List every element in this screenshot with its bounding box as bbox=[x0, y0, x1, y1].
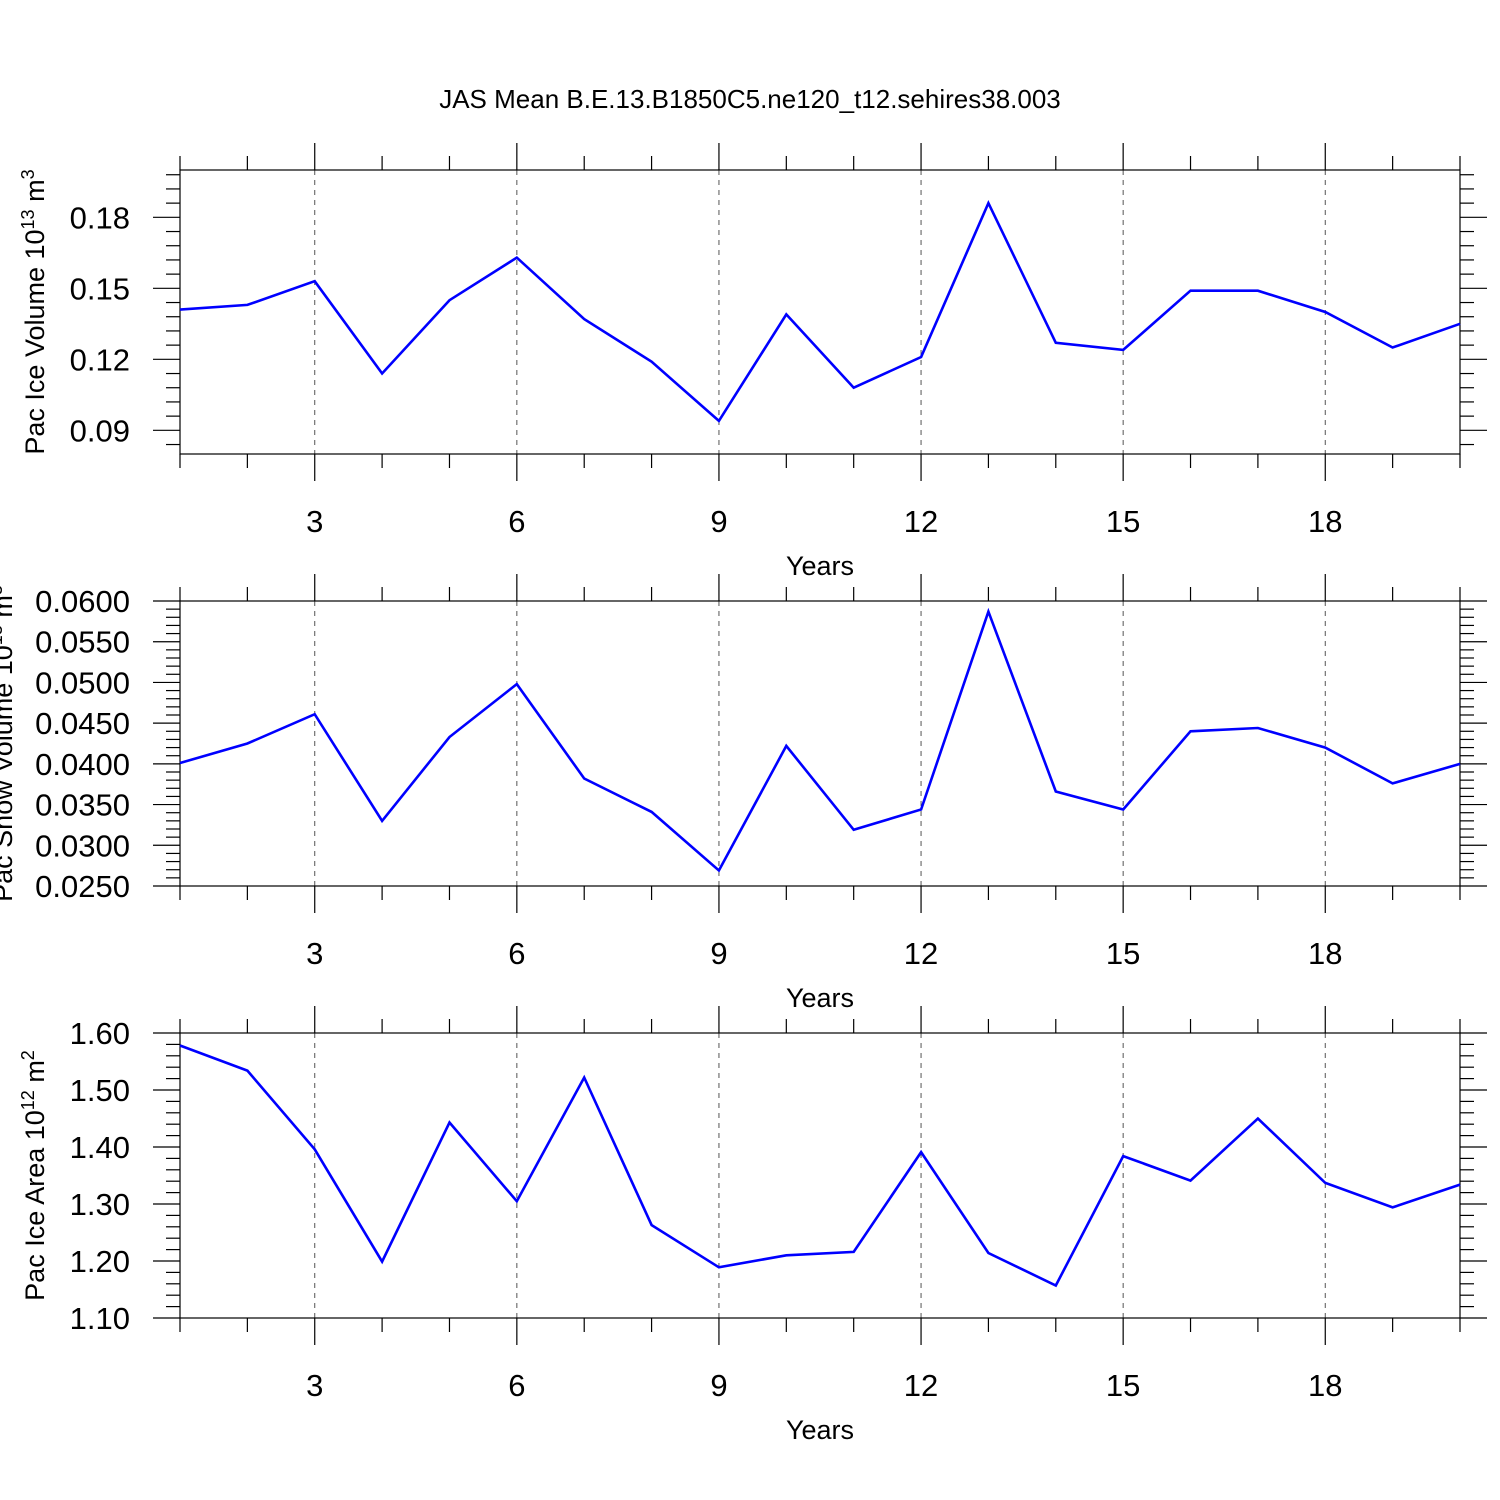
panels: 3 6 9 12 15 18 0.09 0.12 0.15 0.18 Years Pac Ice Vo… bbox=[0, 143, 1487, 1445]
x-axis-title: Years bbox=[786, 551, 854, 581]
plot-frame bbox=[179, 600, 1461, 887]
y-tick-label: 1.10 bbox=[70, 1301, 130, 1336]
y-axis-title: Pac Ice Area 1012 m2 bbox=[18, 1050, 50, 1301]
y-tick-label: 1.50 bbox=[70, 1073, 130, 1108]
y-tick-label: 1.40 bbox=[70, 1130, 130, 1165]
panel-2: 3 6 9 12 15 18 0.0250 0.0300 0.0350 0.0400 0.0450 0… bbox=[0, 574, 1487, 1013]
x-tick-label: 12 bbox=[904, 936, 938, 971]
y-tick-label: 0.18 bbox=[70, 200, 130, 235]
x-tick-label: 15 bbox=[1106, 936, 1140, 971]
x-axis-title: Years bbox=[786, 983, 854, 1013]
x-tick-label: 6 bbox=[508, 504, 525, 539]
y-tick-label: 0.0300 bbox=[35, 828, 130, 863]
x-tick-label: 9 bbox=[710, 936, 727, 971]
x-axis-title: Years bbox=[786, 1415, 854, 1445]
y-tick-label: 0.0600 bbox=[35, 584, 130, 619]
x-tick-label: 15 bbox=[1106, 1368, 1140, 1403]
series-line bbox=[179, 1044, 1461, 1288]
panel-3: 3 6 9 12 15 18 1.10 1.20 1.30 1.40 1.50 1.60 Years Pa… bbox=[18, 1006, 1487, 1445]
x-tick-label: 6 bbox=[508, 936, 525, 971]
x-tick-label: 9 bbox=[710, 1368, 727, 1403]
x-tick-label: 9 bbox=[710, 504, 727, 539]
x-tick-label: 6 bbox=[508, 1368, 525, 1403]
x-tick-label: 12 bbox=[904, 504, 938, 539]
x-tick-label: 18 bbox=[1308, 504, 1342, 539]
y-tick-label: 1.30 bbox=[70, 1187, 130, 1222]
x-tick-label: 15 bbox=[1106, 504, 1140, 539]
x-tick-label: 18 bbox=[1308, 936, 1342, 971]
x-tick-label: 3 bbox=[306, 1368, 323, 1403]
y-tick-label: 0.0400 bbox=[35, 747, 130, 782]
y-tick-label: 1.60 bbox=[70, 1016, 130, 1051]
y-tick-label: 1.20 bbox=[70, 1244, 130, 1279]
plot-frame bbox=[179, 169, 1461, 455]
x-tick-label: 3 bbox=[306, 504, 323, 539]
figure-title: JAS Mean B.E.13.B1850C5.ne120_t12.sehire… bbox=[439, 84, 1061, 114]
y-tick-label: 0.0450 bbox=[35, 706, 130, 741]
y-tick-label: 0.0350 bbox=[35, 788, 130, 823]
series-line bbox=[179, 607, 1461, 873]
y-axis-title: Pac Snow Volume 1013 m3 bbox=[0, 585, 18, 902]
y-tick-label: 0.15 bbox=[70, 271, 130, 306]
series-line bbox=[179, 199, 1461, 423]
x-tick-label: 3 bbox=[306, 936, 323, 971]
y-tick-label: 0.12 bbox=[70, 342, 130, 377]
plot-frame bbox=[179, 1032, 1461, 1319]
y-axis-title: Pac Ice Volume 1013 m3 bbox=[18, 169, 50, 454]
y-tick-label: 0.0500 bbox=[35, 665, 130, 700]
y-tick-label: 0.0250 bbox=[35, 869, 130, 904]
panel-1: 3 6 9 12 15 18 0.09 0.12 0.15 0.18 Years Pac Ice Vo… bbox=[18, 143, 1487, 581]
y-tick-label: 0.09 bbox=[70, 413, 130, 448]
x-tick-label: 18 bbox=[1308, 1368, 1342, 1403]
y-tick-label: 0.0550 bbox=[35, 625, 130, 660]
x-tick-label: 12 bbox=[904, 1368, 938, 1403]
